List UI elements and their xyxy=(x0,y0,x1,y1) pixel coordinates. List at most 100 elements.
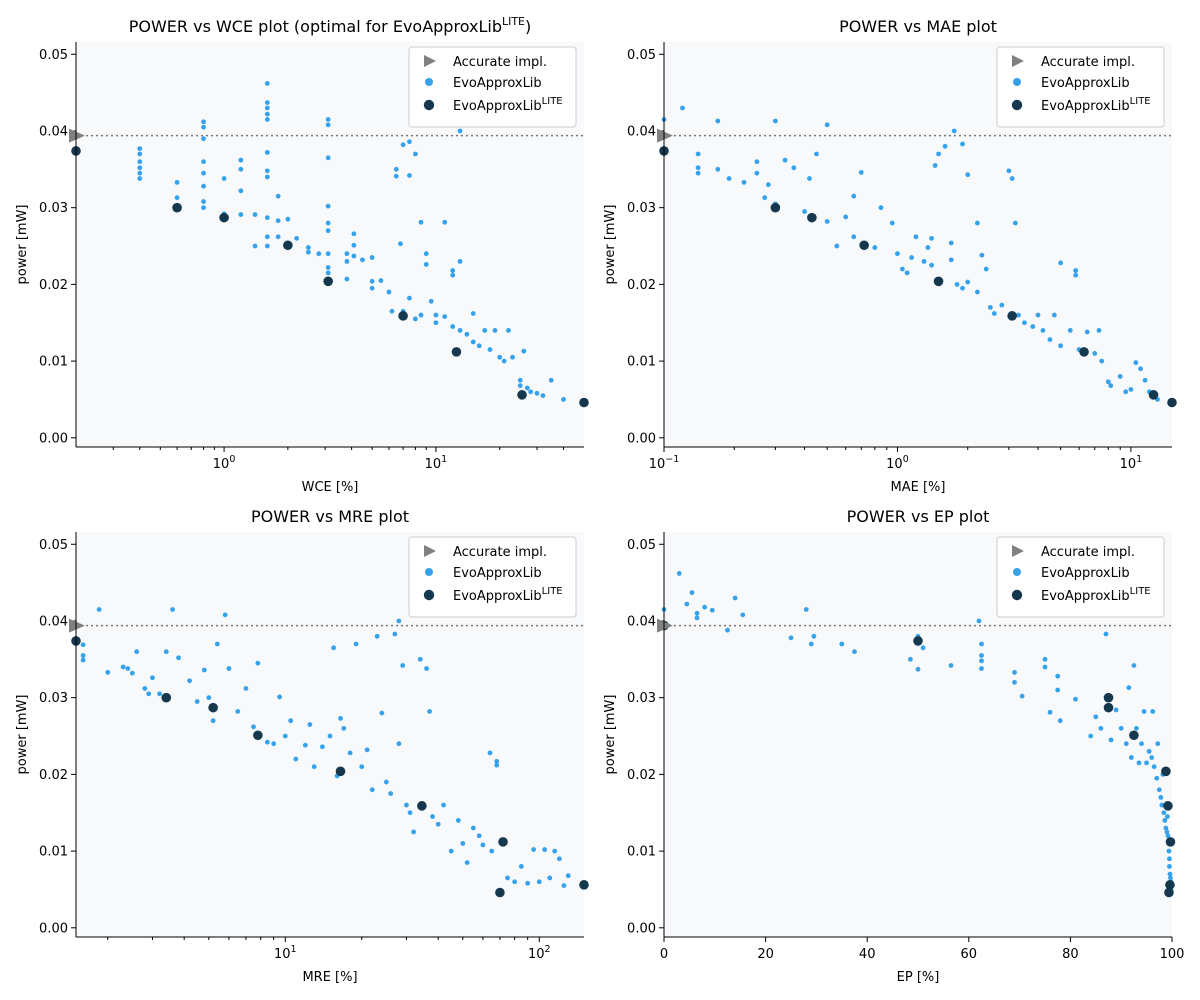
evo-point xyxy=(325,265,331,270)
evo-point xyxy=(1123,741,1129,747)
lite-point xyxy=(1148,390,1159,400)
evo-point xyxy=(1042,664,1048,670)
evo-point xyxy=(979,666,984,671)
evo-point xyxy=(702,604,708,610)
x-tick-label: 80 xyxy=(1062,947,1079,962)
evo-point xyxy=(448,848,454,854)
lite-point xyxy=(161,692,172,703)
evo-point xyxy=(518,864,524,869)
evo-point xyxy=(942,143,948,149)
y-tick-label: 0.01 xyxy=(39,355,68,370)
evo-point xyxy=(695,170,701,176)
legend: Accurate impl.EvoApproxLibEvoApproxLibLI… xyxy=(408,46,577,128)
evo-point xyxy=(418,219,424,225)
evo-point xyxy=(450,272,456,278)
x-tick-exp: 1 xyxy=(1136,454,1142,465)
lite-point xyxy=(283,240,293,251)
evo-point xyxy=(476,833,482,839)
evo-point xyxy=(238,157,244,163)
evo-point xyxy=(187,678,192,684)
evo-point xyxy=(163,649,169,655)
lite-point xyxy=(1164,887,1174,898)
evo-point xyxy=(1165,814,1170,819)
evo-point xyxy=(1040,328,1046,333)
legend-evo-marker xyxy=(1013,78,1021,86)
x-tick-label: 100 xyxy=(1160,947,1185,962)
evo-point xyxy=(976,618,982,624)
x-tick-base: 10 xyxy=(274,947,291,962)
evo-point xyxy=(235,709,241,714)
y-tick-label: 0.01 xyxy=(627,355,656,370)
evo-point xyxy=(732,595,738,601)
lite-point xyxy=(1103,702,1114,713)
x-tick-label: 40 xyxy=(859,947,876,962)
legend-lite-sup: LITE xyxy=(542,96,563,107)
evo-point xyxy=(1133,360,1139,366)
evo-point xyxy=(418,312,424,318)
evo-point xyxy=(765,182,771,188)
evo-point xyxy=(1166,848,1172,854)
chart-title: POWER vs EP plot xyxy=(847,507,990,526)
lite-point xyxy=(517,390,527,400)
legend-accurate-marker xyxy=(1012,545,1024,557)
evo-point xyxy=(464,331,470,337)
evo-point xyxy=(1084,329,1090,335)
evo-point xyxy=(506,328,511,333)
evo-point xyxy=(1123,389,1129,395)
evo-point xyxy=(316,251,322,257)
evo-point xyxy=(369,285,375,291)
evo-point xyxy=(807,176,812,181)
evo-point xyxy=(904,270,910,276)
accurate-marker xyxy=(69,618,85,633)
lite-point xyxy=(1165,837,1176,847)
evo-point xyxy=(146,691,152,697)
evo-point xyxy=(1126,685,1132,691)
evo-point xyxy=(264,234,270,240)
evo-point xyxy=(1167,871,1173,877)
evo-point xyxy=(201,159,206,165)
x-tick-exp: 0 xyxy=(903,454,909,465)
evo-point xyxy=(400,663,406,668)
evo-point xyxy=(407,295,412,301)
legend-lite-base: EvoApproxLib xyxy=(453,99,542,114)
evo-point xyxy=(948,240,954,246)
evo-point xyxy=(512,879,518,885)
evo-point xyxy=(1073,268,1079,273)
evo-point xyxy=(174,179,180,185)
evo-point xyxy=(843,214,849,220)
evo-point xyxy=(1093,714,1099,720)
y-tick-label: 0.03 xyxy=(39,691,68,706)
y-tick-label: 0.02 xyxy=(39,768,68,783)
evo-point xyxy=(1149,755,1155,760)
y-tick-label: 0.00 xyxy=(39,431,68,446)
chart-title-sup: LITE xyxy=(502,15,525,28)
legend-accurate-label: Accurate impl. xyxy=(453,545,547,560)
evo-point xyxy=(142,686,148,691)
evo-point xyxy=(740,612,746,618)
y-tick-label: 0.00 xyxy=(627,431,656,446)
evo-point xyxy=(344,258,350,264)
evo-point xyxy=(1088,733,1094,739)
x-tick-label: 0 xyxy=(660,947,668,962)
evo-point xyxy=(534,390,540,396)
evo-point xyxy=(302,742,308,748)
evo-point xyxy=(1155,741,1161,747)
evo-point xyxy=(174,195,180,201)
evo-point xyxy=(80,657,86,663)
x-tick-base: 10 xyxy=(1120,457,1137,472)
evo-point xyxy=(1162,818,1168,823)
evo-point xyxy=(264,174,270,180)
lite-point xyxy=(1129,730,1139,741)
evo-point xyxy=(565,873,571,879)
evo-point xyxy=(407,173,412,178)
evo-point xyxy=(1158,794,1164,800)
evo-point xyxy=(782,157,788,163)
evo-point xyxy=(264,117,270,122)
lite-point xyxy=(172,202,182,213)
legend-evo-label: EvoApproxLib xyxy=(1041,76,1130,91)
evo-point xyxy=(325,228,331,234)
evo-point xyxy=(487,347,493,352)
lite-point xyxy=(1079,347,1089,357)
evo-point xyxy=(96,607,102,612)
